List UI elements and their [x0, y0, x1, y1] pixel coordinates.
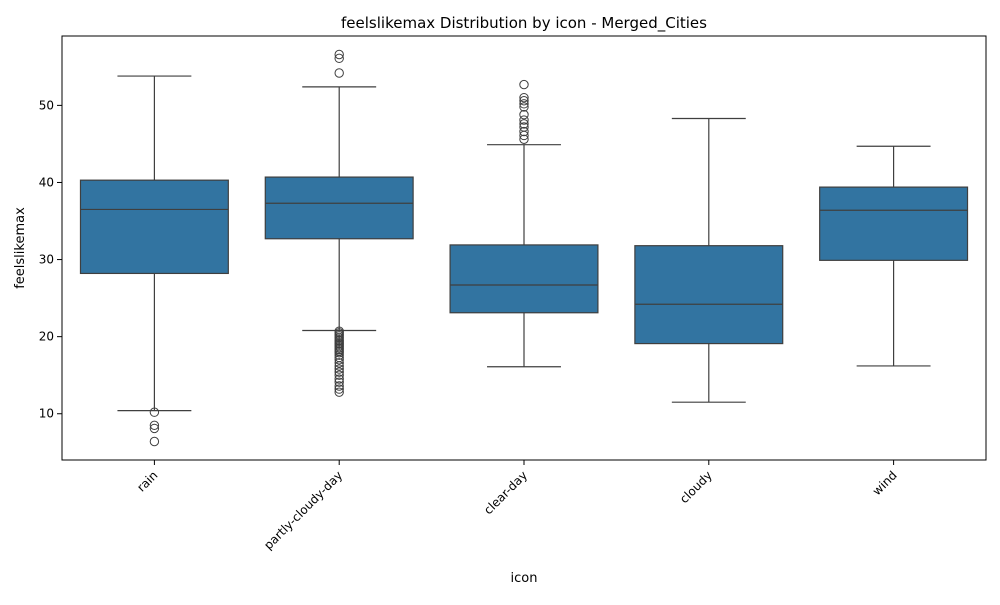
outlier-point: [519, 134, 529, 145]
outlier-point: [149, 436, 160, 447]
x-tick-label: rain: [134, 468, 160, 494]
outlier-point: [519, 115, 529, 125]
y-axis: 10 20 30 40 50: [39, 98, 62, 421]
outlier-point: [519, 119, 529, 129]
outlier-point: [334, 387, 344, 397]
outlier-point: [519, 99, 529, 109]
outlier-point: [149, 407, 160, 417]
outlier-point: [334, 384, 344, 394]
y-tick-label: 30: [39, 253, 54, 267]
outlier-point: [519, 102, 529, 112]
box-group-wind: [819, 145, 969, 367]
chart-title: feelslikemax Distribution by icon - Merg…: [341, 14, 707, 33]
outlier-point: [334, 49, 344, 60]
x-tick-label: cloudy: [677, 468, 715, 506]
iqr-box: [264, 176, 414, 240]
outlier-point: [334, 374, 344, 384]
iqr-box: [449, 244, 599, 314]
y-tick-label: 40: [39, 175, 54, 189]
y-tick-label: 20: [39, 330, 54, 344]
outlier-point: [334, 370, 344, 380]
outlier-point: [334, 355, 344, 365]
outlier-point: [334, 350, 344, 360]
x-tick-label: wind: [870, 468, 900, 498]
outlier-point: [519, 79, 529, 90]
outlier-point: [334, 367, 344, 377]
outlier-point: [519, 92, 529, 103]
outlier-point: [334, 361, 344, 371]
y-tick-label: 50: [39, 98, 54, 112]
x-axis-label: icon: [511, 571, 538, 586]
box-group-partly-cloudy-day: [264, 49, 414, 397]
y-axis-label: feelslikemax: [13, 207, 28, 289]
outlier-point: [519, 130, 529, 141]
box-group-cloudy: [634, 117, 784, 403]
outlier-point: [334, 348, 344, 358]
x-tick-label: partly-cloudy-day: [261, 468, 345, 552]
outlier-point: [519, 109, 529, 120]
y-tick-label: 10: [39, 407, 54, 421]
outlier-point: [519, 126, 529, 137]
boxes-layer: [79, 49, 969, 447]
iqr-box: [819, 186, 969, 261]
outlier-point: [334, 358, 344, 368]
iqr-box: [79, 179, 229, 275]
outlier-point: [334, 68, 344, 78]
x-axis: rain partly-cloudy-day clear-day cloudy wind: [134, 460, 900, 552]
iqr-box: [634, 245, 784, 345]
outlier-point: [334, 53, 344, 64]
x-tick-label: clear-day: [481, 468, 530, 517]
outlier-point: [149, 420, 160, 431]
box-group-rain: [79, 75, 229, 447]
outlier-point: [519, 96, 529, 106]
box-group-clear-day: [449, 79, 599, 368]
outlier-point: [149, 423, 160, 434]
outlier-point: [334, 364, 344, 374]
outlier-point: [334, 377, 344, 387]
outlier-point: [334, 381, 344, 391]
